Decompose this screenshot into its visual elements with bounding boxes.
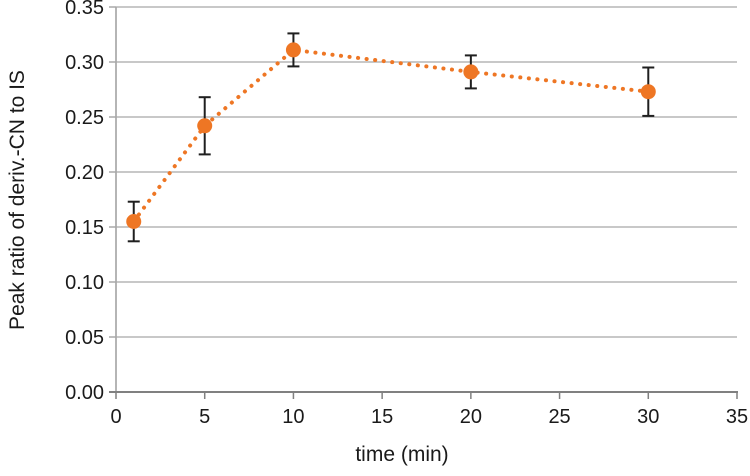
- x-axis-title: time (min): [355, 443, 449, 466]
- x-tick-label: 35: [726, 406, 748, 428]
- x-tick-label: 30: [637, 406, 659, 428]
- y-axis-title: Peak ratio of deriv.-CN to IS: [6, 70, 29, 330]
- y-tick-label: 0.25: [65, 107, 104, 129]
- series-line: [131, 47, 651, 224]
- data-point-marker: [463, 64, 479, 80]
- data-point-marker: [640, 84, 656, 100]
- data-point-marker: [126, 214, 142, 229]
- y-tick-label: 0.30: [65, 52, 104, 74]
- x-tick-label: 25: [548, 406, 570, 428]
- y-tick-label: 0.00: [65, 382, 104, 404]
- y-tick-label: 0.20: [65, 162, 104, 184]
- data-point-marker: [197, 118, 213, 134]
- y-tick-label: 0.05: [65, 327, 104, 349]
- x-tick-label: 10: [282, 406, 304, 428]
- y-tick-label: 0.35: [65, 0, 104, 19]
- y-tick-label: 0.10: [65, 272, 104, 294]
- y-tick-label: 0.15: [65, 217, 104, 239]
- x-tick-label: 20: [460, 406, 482, 428]
- x-tick-label: 5: [199, 406, 210, 428]
- x-tick-label: 0: [110, 406, 121, 428]
- data-point-marker: [285, 42, 301, 58]
- x-tick-label: 15: [371, 406, 393, 428]
